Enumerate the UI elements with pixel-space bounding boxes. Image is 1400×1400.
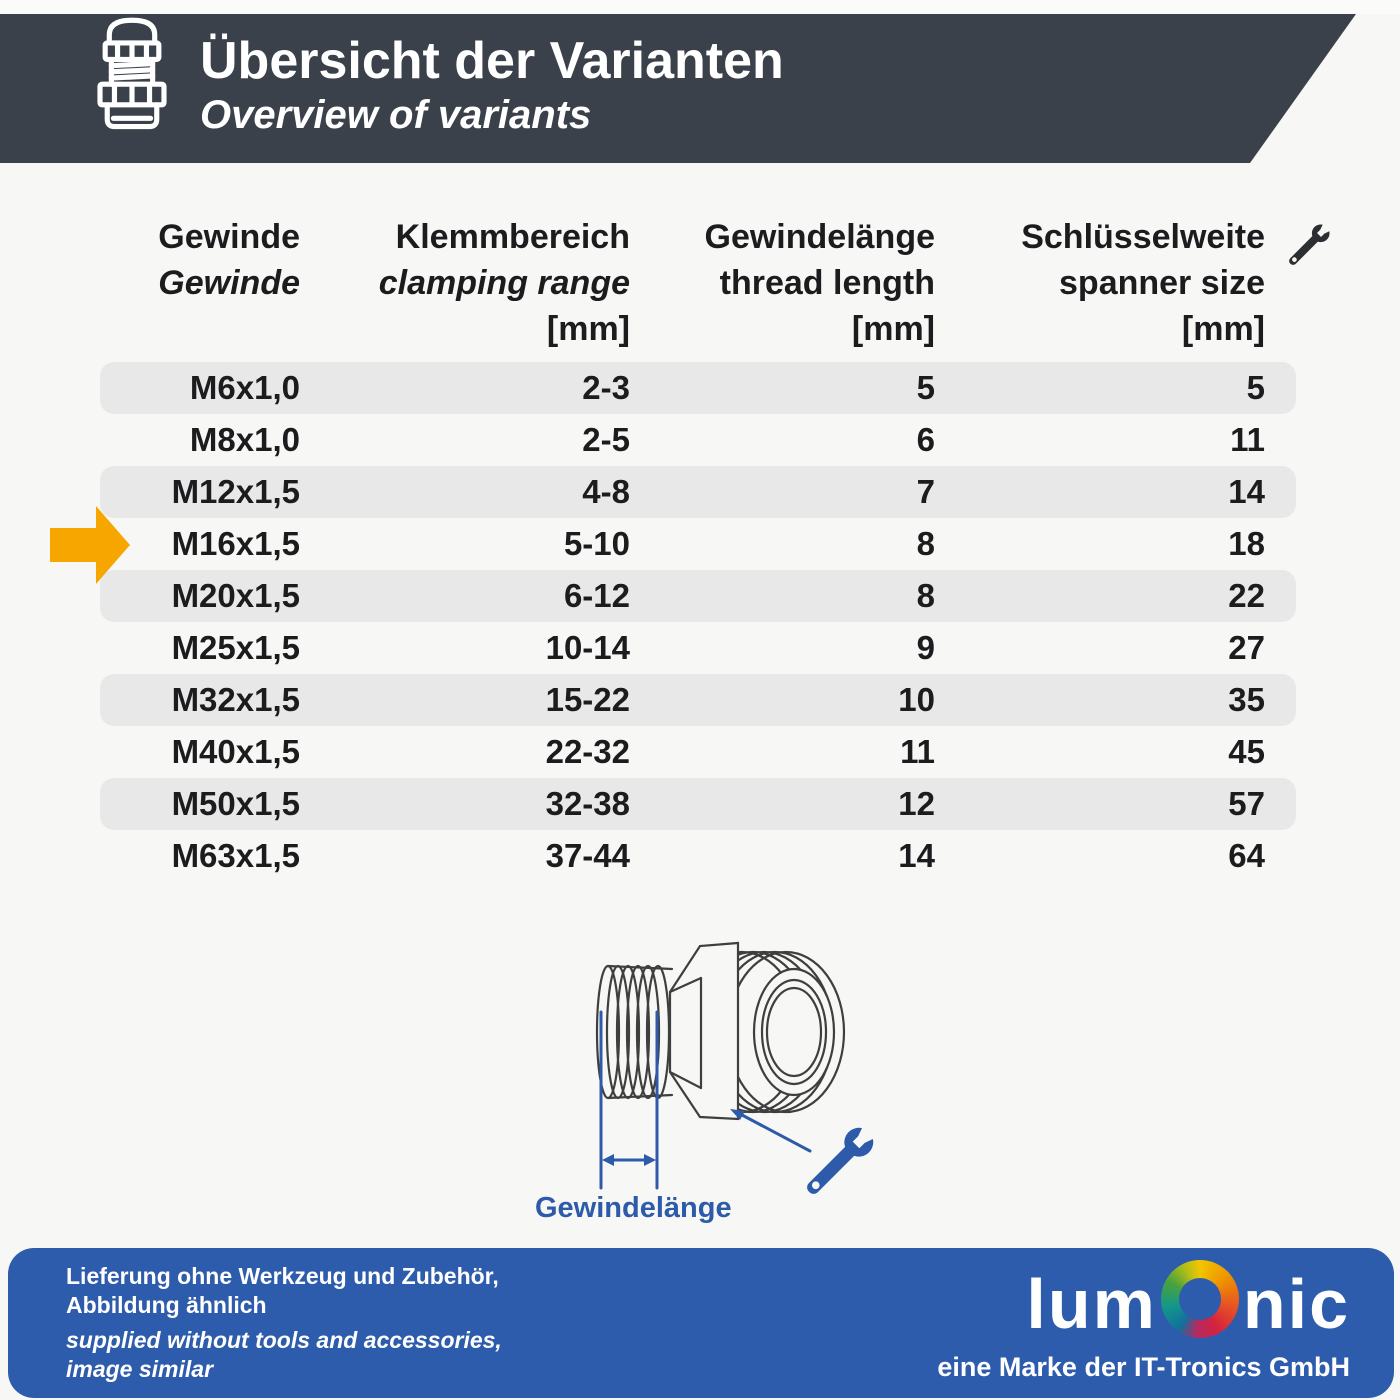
table-row: M20x1,5 6-12 8 22: [100, 570, 1296, 622]
clamping-range-value: 2-5: [582, 421, 630, 458]
logo-text-suffix: nic: [1242, 1265, 1350, 1343]
column-unit: [mm]: [1181, 310, 1265, 348]
column-header-thread: Gewinde Gewinde: [158, 214, 300, 306]
column-title: Gewinde: [158, 218, 300, 256]
note-line-en: supplied without tools and accessories,: [66, 1327, 502, 1353]
clamping-range-value: 4-8: [582, 473, 630, 510]
table-row: M63x1,5 37-44 14 64: [100, 830, 1296, 882]
thread-length-value: 5: [916, 369, 935, 406]
color-wheel-o-icon: [1160, 1260, 1239, 1338]
page-subtitle: Overview of variants: [200, 93, 592, 137]
column-header-spanner-size: Schlüsselweite spanner size [mm]: [1021, 214, 1265, 352]
table-row: M6x1,0 2-3 5 5: [100, 362, 1296, 414]
column-title: Gewindelänge: [704, 218, 936, 256]
column-title: Schlüsselweite: [1021, 218, 1265, 256]
column-unit: [mm]: [851, 310, 935, 348]
table-row-highlighted: M16x1,5 5-10 8 18: [100, 518, 1296, 570]
thread-length-value: 7: [916, 473, 935, 510]
clamping-range-value: 5-10: [563, 525, 630, 562]
spanner-size-value: 57: [1228, 785, 1265, 822]
thread-value: M40x1,5: [171, 733, 300, 770]
clamping-range-value: 15-22: [545, 681, 630, 718]
clamping-range-value: 6-12: [563, 577, 630, 614]
thread-length-value: 8: [916, 525, 935, 562]
table-row: M32x1,5 15-22 10 35: [100, 674, 1296, 726]
column-header-clamping-range: Klemmbereich clamping range [mm]: [379, 214, 630, 352]
spanner-size-value: 27: [1228, 629, 1265, 666]
diagram-label: Gewindelänge: [535, 1192, 732, 1224]
spanner-size-value: 45: [1228, 733, 1265, 770]
clamping-range-value: 10-14: [545, 629, 630, 666]
table-row: M8x1,0 2-5 6 11: [100, 414, 1296, 466]
column-title: Klemmbereich: [395, 218, 630, 256]
note-line-en: image similar: [66, 1356, 214, 1382]
spanner-size-value: 5: [1246, 369, 1265, 406]
column-subtitle: Gewinde: [158, 264, 300, 302]
gland-drawing: [595, 941, 846, 1121]
dimension-lines: [599, 1010, 812, 1190]
thread-length-diagram: [595, 941, 878, 1203]
thread-length-value: 12: [898, 785, 935, 822]
note-line-de: Abbildung ähnlich: [66, 1292, 267, 1318]
logo-text-prefix: lum: [1026, 1265, 1157, 1343]
table-row: M25x1,5 10-14 9 27: [100, 622, 1296, 674]
table-row: M12x1,5 4-8 7 14: [100, 466, 1296, 518]
lumonic-logo: lum nic: [1026, 1250, 1350, 1350]
page-title: Übersicht der Varianten: [200, 32, 784, 90]
thread-length-value: 14: [898, 837, 935, 874]
thread-length-value: 11: [900, 733, 935, 770]
clamping-range-value: 32-38: [545, 785, 630, 822]
table-row: M50x1,5 32-38 12 57: [100, 778, 1296, 830]
thread-value: M8x1,0: [189, 421, 300, 458]
clamping-range-value: 37-44: [545, 837, 630, 874]
spanner-size-value: 11: [1230, 421, 1265, 458]
table-row: M40x1,5 22-32 11 45: [100, 726, 1296, 778]
note-line-de: Lieferung ohne Werkzeug und Zubehör,: [66, 1263, 499, 1289]
thread-value: M16x1,5: [171, 525, 300, 562]
column-subtitle: clamping range: [378, 264, 630, 302]
cable-gland-icon: [97, 17, 167, 130]
header-banner: [0, 14, 1356, 163]
clamping-range-value: 22-32: [545, 733, 630, 770]
variants-table: M6x1,0 2-3 5 5 M8x1,0 2-5 6 11 M12x1,5 4…: [100, 362, 1296, 882]
column-unit: [mm]: [546, 310, 630, 348]
clamping-range-value: 2-3: [582, 369, 630, 406]
brand-tagline: eine Marke der IT-Tronics GmbH: [937, 1352, 1350, 1382]
thread-value: M12x1,5: [171, 473, 300, 510]
supply-note: Lieferung ohne Werkzeug und Zubehör, Abb…: [66, 1262, 502, 1384]
thread-value: M6x1,0: [189, 369, 300, 406]
top-margin-strip: [0, 0, 1400, 14]
wrench-icon: [798, 1123, 878, 1203]
wrench-icon: [1284, 221, 1333, 270]
spanner-size-value: 22: [1228, 577, 1265, 614]
column-subtitle: thread length: [719, 264, 935, 302]
thread-length-value: 6: [916, 421, 935, 458]
spanner-size-value: 14: [1228, 473, 1265, 510]
thread-value: M50x1,5: [171, 785, 300, 822]
thread-value: M32x1,5: [171, 681, 300, 718]
thread-value: M63x1,5: [171, 837, 300, 874]
thread-length-value: 10: [898, 681, 935, 718]
thread-value: M20x1,5: [171, 577, 300, 614]
thread-length-value: 8: [916, 577, 935, 614]
thread-length-value: 9: [916, 629, 935, 666]
highlight-arrow-icon: [50, 506, 130, 584]
spanner-size-value: 64: [1228, 837, 1265, 874]
column-subtitle: spanner size: [1059, 264, 1265, 302]
thread-value: M25x1,5: [171, 629, 300, 666]
spanner-size-value: 35: [1228, 681, 1265, 718]
footer: Lieferung ohne Werkzeug und Zubehör, Abb…: [8, 1248, 1394, 1398]
spanner-size-value: 18: [1228, 525, 1265, 562]
column-header-thread-length: Gewindelänge thread length [mm]: [705, 214, 936, 352]
